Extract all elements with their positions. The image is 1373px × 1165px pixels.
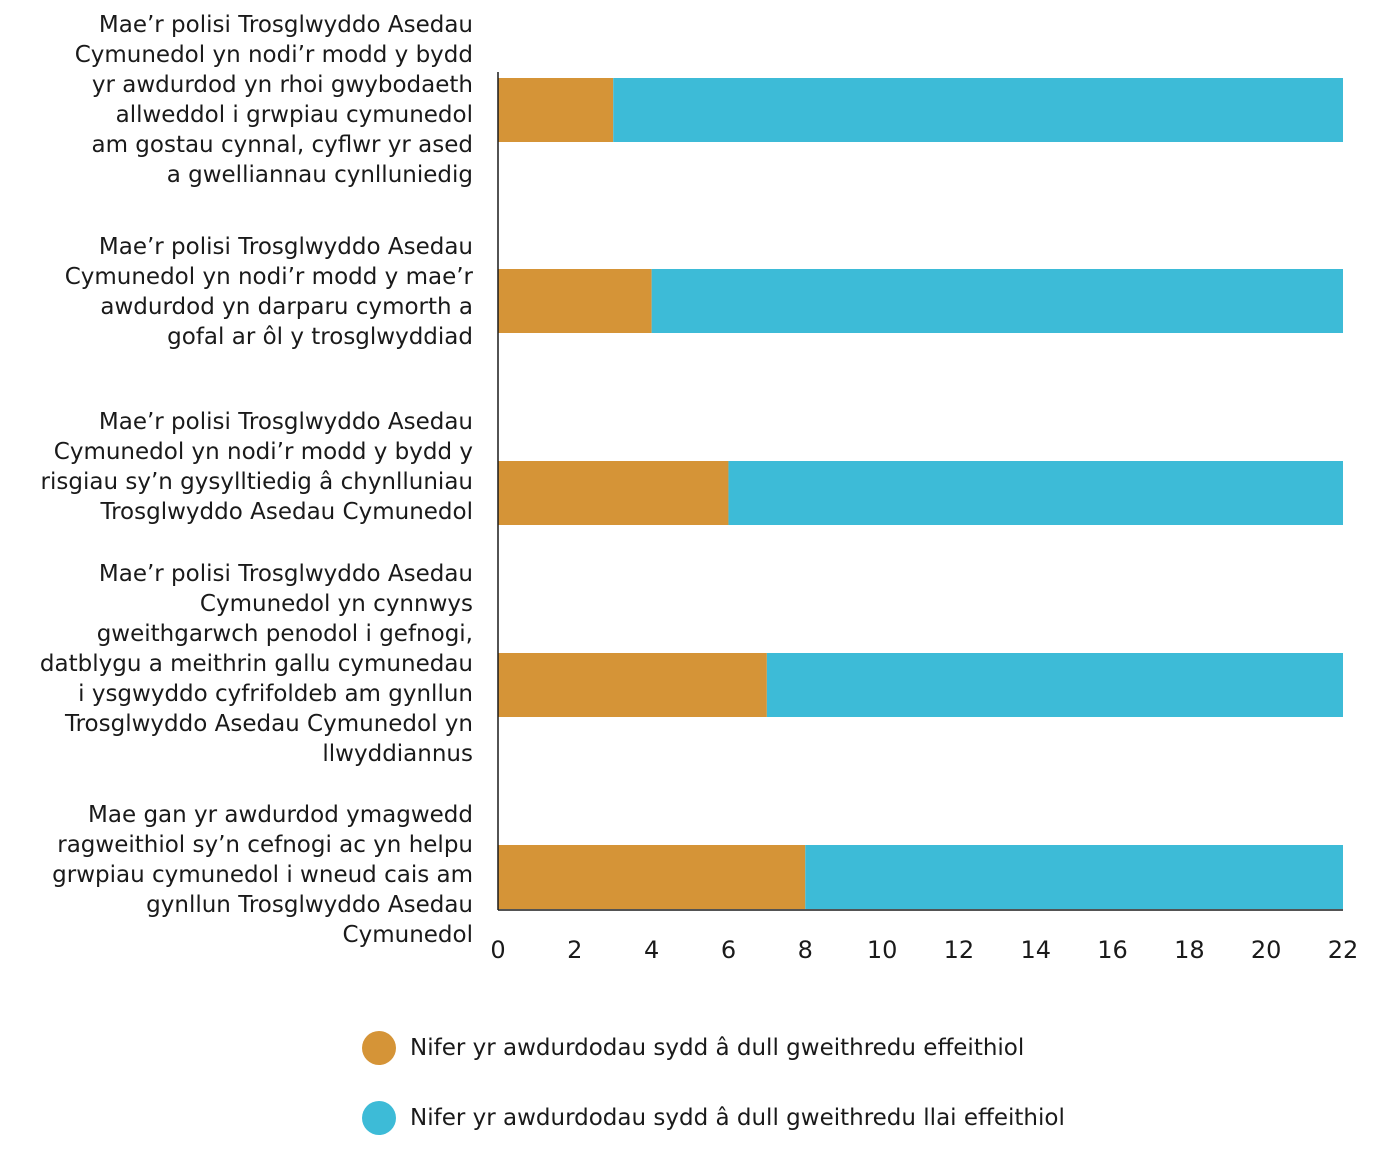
x-tick-label-6: 6	[721, 936, 736, 964]
category-label-0-line-1: Cymunedol yn nodi’r modd y bydd	[75, 42, 473, 68]
category-label-1-line-3: gofal ar ôl y trosglwyddiad	[167, 324, 473, 350]
category-labels: Mae’r polisi Trosglwyddo Asedau Cymunedol…	[40, 12, 474, 948]
x-tick-label-12: 12	[944, 936, 975, 964]
category-label-3-line-2: gweithgarwch penodol i gefnogi,	[97, 621, 473, 647]
category-label-1-line-0: Mae’r polisi Trosglwyddo Asedau	[99, 234, 473, 260]
category-label-1-line-2: awdurdod yn darparu cymorth a	[100, 294, 473, 320]
bar-less-effective-2	[728, 461, 1343, 525]
x-tick-label-18: 18	[1174, 936, 1205, 964]
bar-effective-3	[498, 653, 767, 717]
x-tick-label-0: 0	[490, 936, 505, 964]
x-tick-label-4: 4	[644, 936, 659, 964]
bar-less-effective-0	[613, 78, 1343, 142]
category-label-4-line-0: Mae gan yr awdurdod ymagwedd	[88, 802, 473, 828]
x-tick-label-2: 2	[567, 936, 582, 964]
legend-swatch-effective	[362, 1031, 396, 1065]
category-label-3-line-0: Mae’r polisi Trosglwyddo Asedau	[99, 561, 473, 587]
bar-effective-0	[498, 78, 614, 142]
category-label-2-line-2: risgiau sy’n gysylltiedig â chynlluniau	[41, 469, 473, 495]
bars	[498, 78, 1343, 909]
category-label-3-line-3: datblygu a meithrin gallu cymunedau	[40, 651, 473, 677]
category-label-4-line-3: gynllun Trosglwyddo Asedau	[146, 892, 473, 918]
category-label-0-line-2: yr awdurdod yn rhoi gwybodaeth	[92, 72, 473, 98]
x-tick-label-14: 14	[1020, 936, 1051, 964]
legend-label-less-effective: Nifer yr awdurdodau sydd â dull gweithre…	[410, 1105, 1065, 1131]
x-axis-ticks: 0 2 4 6 8 10 12 14 16 18 20 22	[490, 936, 1358, 964]
legend-item-effective: Nifer yr awdurdodau sydd â dull gweithre…	[362, 1025, 1065, 1071]
category-label-3-line-5: Trosglwyddo Asedau Cymunedol yn	[64, 711, 473, 737]
x-tick-label-20: 20	[1251, 936, 1282, 964]
stacked-bar-chart: Mae’r polisi Trosglwyddo Asedau Cymunedol…	[40, 12, 1358, 964]
category-label-0-line-0: Mae’r polisi Trosglwyddo Asedau	[99, 12, 473, 38]
category-label-4-line-2: grwpiau cymunedol i wneud cais am	[52, 862, 473, 888]
x-tick-label-8: 8	[798, 936, 813, 964]
category-label-2-line-1: Cymunedol yn nodi’r modd y bydd y	[54, 439, 473, 465]
category-label-4-line-1: ragweithiol sy’n cefnogi ac yn helpu	[57, 832, 473, 858]
legend: Nifer yr awdurdodau sydd â dull gweithre…	[362, 1025, 1065, 1165]
x-tick-label-16: 16	[1097, 936, 1128, 964]
bar-effective-4	[498, 845, 806, 909]
legend-label-effective: Nifer yr awdurdodau sydd â dull gweithre…	[410, 1035, 1025, 1061]
category-label-0-line-3: allweddol i grwpiau cymunedol	[116, 102, 473, 128]
category-label-4-line-4: Cymunedol	[343, 922, 473, 948]
x-tick-label-22: 22	[1328, 936, 1359, 964]
category-label-2-line-3: Trosglwyddo Asedau Cymunedol	[99, 499, 473, 525]
category-label-0-line-5: a gwelliannau cynlluniedig	[167, 162, 473, 188]
bar-less-effective-1	[651, 269, 1343, 333]
category-label-3-line-6: llwyddiannus	[322, 741, 473, 767]
bar-less-effective-3	[766, 653, 1343, 717]
category-label-3-line-4: i ysgwyddo cyfrifoldeb am gynllun	[78, 681, 473, 707]
bar-effective-2	[498, 461, 729, 525]
category-label-0-line-4: am gostau cynnal, cyflwr yr ased	[91, 132, 473, 158]
legend-item-less-effective: Nifer yr awdurdodau sydd â dull gweithre…	[362, 1095, 1065, 1141]
bar-less-effective-4	[805, 845, 1343, 909]
x-tick-label-10: 10	[867, 936, 898, 964]
category-label-3-line-1: Cymunedol yn cynnwys	[200, 591, 473, 617]
bar-effective-1	[498, 269, 652, 333]
category-label-2-line-0: Mae’r polisi Trosglwyddo Asedau	[99, 409, 473, 435]
legend-swatch-less-effective	[362, 1101, 396, 1135]
category-label-1-line-1: Cymunedol yn nodi’r modd y mae’r	[65, 264, 474, 290]
